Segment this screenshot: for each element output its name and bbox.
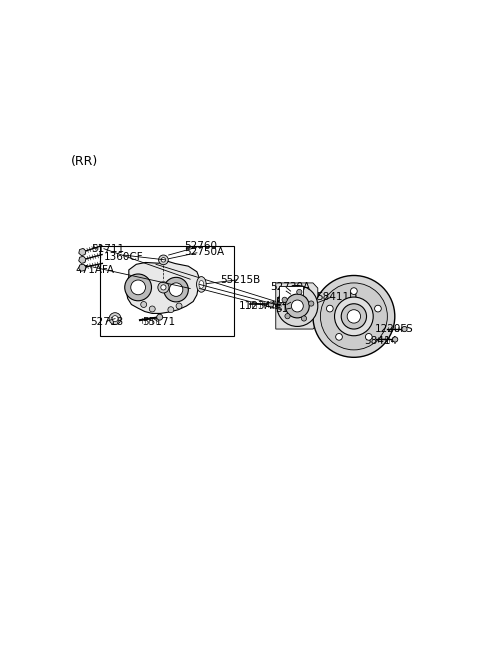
Circle shape <box>291 300 303 312</box>
Circle shape <box>313 276 395 358</box>
Polygon shape <box>79 249 86 256</box>
Circle shape <box>157 314 163 320</box>
Bar <box>279 286 302 302</box>
Circle shape <box>131 280 145 295</box>
Polygon shape <box>276 283 318 329</box>
Circle shape <box>402 327 407 332</box>
Circle shape <box>286 294 309 318</box>
Circle shape <box>326 305 333 312</box>
Polygon shape <box>126 261 200 314</box>
Circle shape <box>164 277 188 302</box>
Text: 51752: 51752 <box>275 304 308 314</box>
Circle shape <box>176 303 182 309</box>
Text: 52730A: 52730A <box>270 282 310 293</box>
Polygon shape <box>79 256 86 264</box>
Text: 52718: 52718 <box>91 318 124 327</box>
Circle shape <box>268 302 274 307</box>
Circle shape <box>393 337 398 342</box>
Circle shape <box>374 305 381 312</box>
Text: 471AFA: 471AFA <box>76 265 115 275</box>
Polygon shape <box>79 264 86 271</box>
Circle shape <box>341 304 367 329</box>
Circle shape <box>350 288 357 295</box>
Circle shape <box>112 316 118 321</box>
Circle shape <box>335 297 373 336</box>
Circle shape <box>168 307 174 313</box>
Circle shape <box>158 255 168 264</box>
Ellipse shape <box>199 281 204 289</box>
Circle shape <box>149 306 155 312</box>
Circle shape <box>125 274 152 300</box>
Ellipse shape <box>196 277 206 292</box>
Circle shape <box>109 313 121 325</box>
Text: 1123AM: 1123AM <box>239 301 281 311</box>
Circle shape <box>158 282 169 293</box>
Text: 52760: 52760 <box>185 241 217 251</box>
Circle shape <box>365 333 372 340</box>
Circle shape <box>141 302 147 308</box>
Text: (RR): (RR) <box>71 155 98 167</box>
Text: 52750A: 52750A <box>185 247 225 257</box>
Text: 55215B: 55215B <box>220 276 260 285</box>
Circle shape <box>169 283 183 297</box>
Circle shape <box>297 289 302 295</box>
Bar <box>100 247 234 336</box>
Circle shape <box>321 283 387 350</box>
Circle shape <box>309 301 314 306</box>
Text: 1360CF: 1360CF <box>104 252 144 262</box>
Circle shape <box>161 285 166 290</box>
Circle shape <box>161 258 166 262</box>
Text: 58414: 58414 <box>364 336 397 346</box>
Circle shape <box>277 285 318 327</box>
Text: 1220FS: 1220FS <box>374 325 413 335</box>
Circle shape <box>285 314 290 319</box>
Text: 52752: 52752 <box>275 297 308 307</box>
Circle shape <box>336 333 342 340</box>
Circle shape <box>301 316 307 321</box>
Circle shape <box>282 297 287 302</box>
Text: 55171: 55171 <box>143 318 176 327</box>
Text: 51711: 51711 <box>92 245 125 255</box>
Circle shape <box>347 310 360 323</box>
Text: 58411D: 58411D <box>317 292 358 302</box>
